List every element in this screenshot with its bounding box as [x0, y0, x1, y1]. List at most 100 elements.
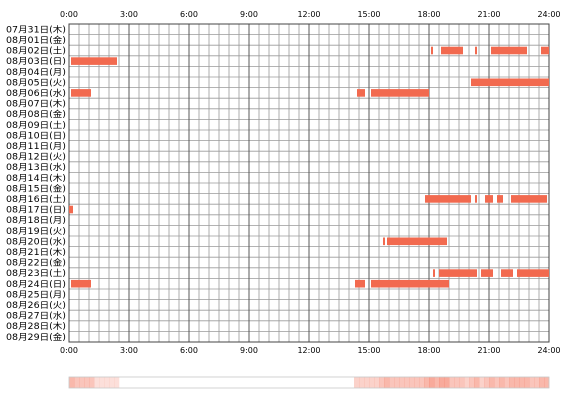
- x-tick-label: 12:00: [297, 346, 320, 355]
- activity-bar: [71, 279, 91, 288]
- x-tick-label: 18:00: [417, 346, 440, 355]
- summary-cell: [534, 377, 540, 388]
- summary-frame: [68, 376, 550, 389]
- chart-bars: [69, 46, 549, 288]
- x-tick-label: 9:00: [240, 10, 258, 19]
- summary-cell: [514, 377, 520, 388]
- summary-cell: [424, 377, 430, 388]
- summary-cell: [469, 377, 475, 388]
- summary-cell: [109, 377, 115, 388]
- row-label: 08月28日(木): [6, 321, 66, 332]
- row-label: 08月18日(月): [6, 216, 66, 226]
- summary-cell: [454, 377, 460, 388]
- summary-cell: [89, 377, 95, 388]
- activity-bar: [425, 195, 471, 203]
- row-label: 08月06日(水): [6, 88, 66, 99]
- activity-bar: [501, 269, 513, 277]
- activity-bar: [383, 237, 385, 246]
- x-tick-label: 6:00: [180, 346, 198, 355]
- activity-bar: [371, 279, 449, 288]
- summary-cell: [404, 377, 410, 388]
- row-label: 08月11日(月): [6, 142, 66, 152]
- summary-cell: [79, 377, 85, 388]
- summary-cell: [524, 377, 530, 388]
- summary-cell: [74, 377, 80, 388]
- summary-cell: [449, 377, 455, 388]
- row-label: 08月26日(火): [6, 301, 66, 311]
- summary-cell: [379, 377, 385, 388]
- summary-cell: [519, 377, 525, 388]
- row-label: 08月15日(金): [6, 183, 66, 194]
- summary-cell: [94, 377, 100, 388]
- chart-frame: [68, 23, 550, 343]
- summary-cell: [359, 377, 365, 388]
- summary-cell: [384, 377, 390, 388]
- activity-bar: [357, 89, 365, 97]
- x-tick-label: 9:00: [240, 346, 258, 355]
- activity-bar: [475, 195, 477, 203]
- summary-cell: [484, 377, 490, 388]
- summary-cell: [479, 377, 485, 388]
- summary-cell: [374, 377, 380, 388]
- row-label: 08月29日(金): [6, 332, 66, 343]
- row-label: 08月04日(月): [6, 68, 66, 78]
- row-label: 08月22日(金): [6, 258, 66, 269]
- activity-bar: [491, 46, 527, 55]
- summary-cell: [69, 377, 75, 388]
- summary-cell: [354, 377, 360, 388]
- x-tick-label: 24:00: [537, 10, 560, 19]
- summary-cell: [464, 377, 470, 388]
- activity-bar: [481, 269, 493, 277]
- summary-cell: [509, 377, 515, 388]
- x-tick-label: 21:00: [477, 10, 500, 19]
- summary-cell: [444, 377, 450, 388]
- row-label: 08月10日(日): [6, 131, 66, 141]
- summary-cell: [99, 377, 105, 388]
- x-tick-label: 3:00: [120, 10, 138, 19]
- activity-bar: [69, 205, 73, 214]
- chart-grid: [68, 23, 550, 343]
- row-label: 08月25日(月): [6, 290, 66, 300]
- summary-cell: [409, 377, 415, 388]
- activity-bar: [431, 46, 433, 55]
- summary-cell: [539, 377, 545, 388]
- activity-bar: [71, 57, 117, 65]
- x-tick-label: 15:00: [357, 346, 380, 355]
- x-tick-label: 12:00: [297, 10, 320, 19]
- row-label: 08月05日(火): [6, 78, 66, 88]
- x-tick-label: 6:00: [180, 10, 198, 19]
- x-axis-tick-labels: 0:00 3:00 6:00 9:00 12:00 15:00 18:00 21:00 24:0…: [60, 10, 561, 355]
- row-label: 08月02日(土): [6, 46, 66, 57]
- summary-cell: [414, 377, 420, 388]
- activity-bar: [497, 195, 503, 203]
- activity-bar: [517, 269, 549, 277]
- row-label: 08月16日(土): [6, 194, 66, 205]
- summary-cell: [504, 377, 510, 388]
- activity-bar: [541, 46, 549, 55]
- summary-cell: [394, 377, 400, 388]
- row-label: 08月09日(土): [6, 120, 66, 131]
- summary-cell: [434, 377, 440, 388]
- summary-cell: [389, 377, 395, 388]
- activity-bar: [71, 89, 91, 97]
- x-tick-label: 21:00: [477, 346, 500, 355]
- x-tick-label: 0:00: [60, 346, 78, 355]
- summary-cell: [104, 377, 110, 388]
- activity-bar: [439, 269, 477, 277]
- summary-cell: [364, 377, 370, 388]
- row-label: 07月31日(木): [6, 24, 66, 35]
- row-label: 08月13日(水): [6, 162, 66, 173]
- row-label: 08月21日(木): [6, 247, 66, 258]
- row-label: 08月03日(日): [6, 57, 66, 67]
- x-tick-label: 24:00: [537, 346, 560, 355]
- row-label: 08月20日(水): [6, 236, 66, 247]
- summary-cell: [369, 377, 375, 388]
- row-label: 08月14日(木): [6, 173, 66, 184]
- summary-cell: [439, 377, 445, 388]
- summary-cell: [499, 377, 505, 388]
- row-label: 08月17日(日): [6, 206, 66, 216]
- row-label: 08月19日(火): [6, 227, 66, 237]
- row-label: 08月07日(木): [6, 99, 66, 110]
- activity-bar: [433, 269, 435, 277]
